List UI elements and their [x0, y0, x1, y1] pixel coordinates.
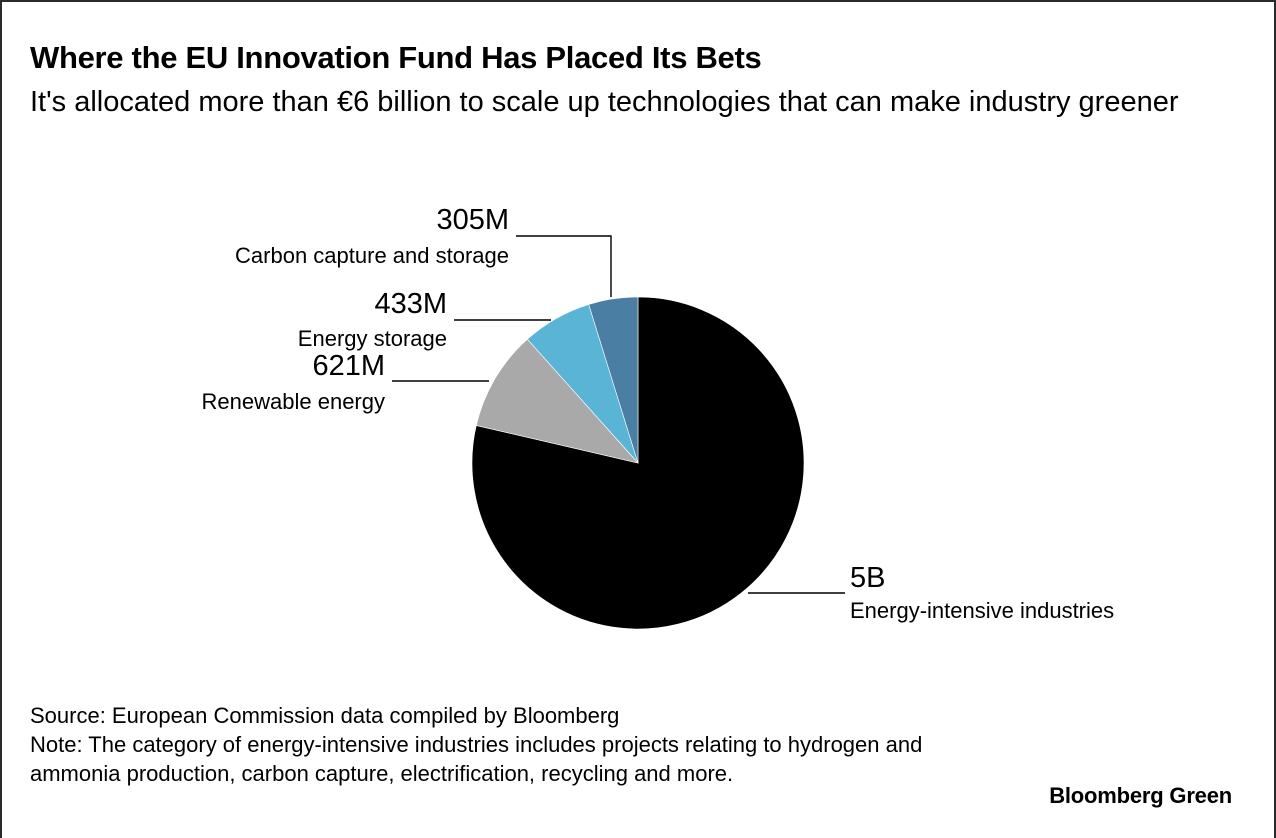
value-label-carbon-capture-and-storage: 305M	[436, 204, 509, 236]
chart-footer: Source: European Commission data compile…	[30, 701, 1010, 788]
footnote: Note: The category of energy-intensive i…	[30, 732, 923, 786]
pie-slice-renewable-energy	[475, 338, 639, 464]
value-label-energy-intensive-industries: 5B	[850, 562, 885, 594]
chart-title: Where the EU Innovation Fund Has Placed …	[30, 40, 762, 75]
brand-logo: Bloomberg Green	[1049, 783, 1232, 808]
pie-slice-carbon-capture-and-storage	[588, 296, 639, 464]
leader-line-carbon-capture-and-storage	[516, 235, 612, 297]
source-note: Source: European Commission data compile…	[30, 703, 620, 728]
value-label-renewable-energy: 621M	[312, 350, 385, 382]
value-label-energy-storage: 433M	[374, 288, 447, 320]
category-label-carbon-capture-and-storage: Carbon capture and storage	[235, 243, 509, 268]
category-label-renewable-energy: Renewable energy	[202, 389, 385, 414]
category-label-energy-storage: Energy storage	[298, 326, 447, 351]
category-label-energy-intensive-industries: Energy-intensive industries	[850, 598, 1114, 623]
chart-subtitle: It's allocated more than €6 billion to s…	[30, 86, 1179, 118]
